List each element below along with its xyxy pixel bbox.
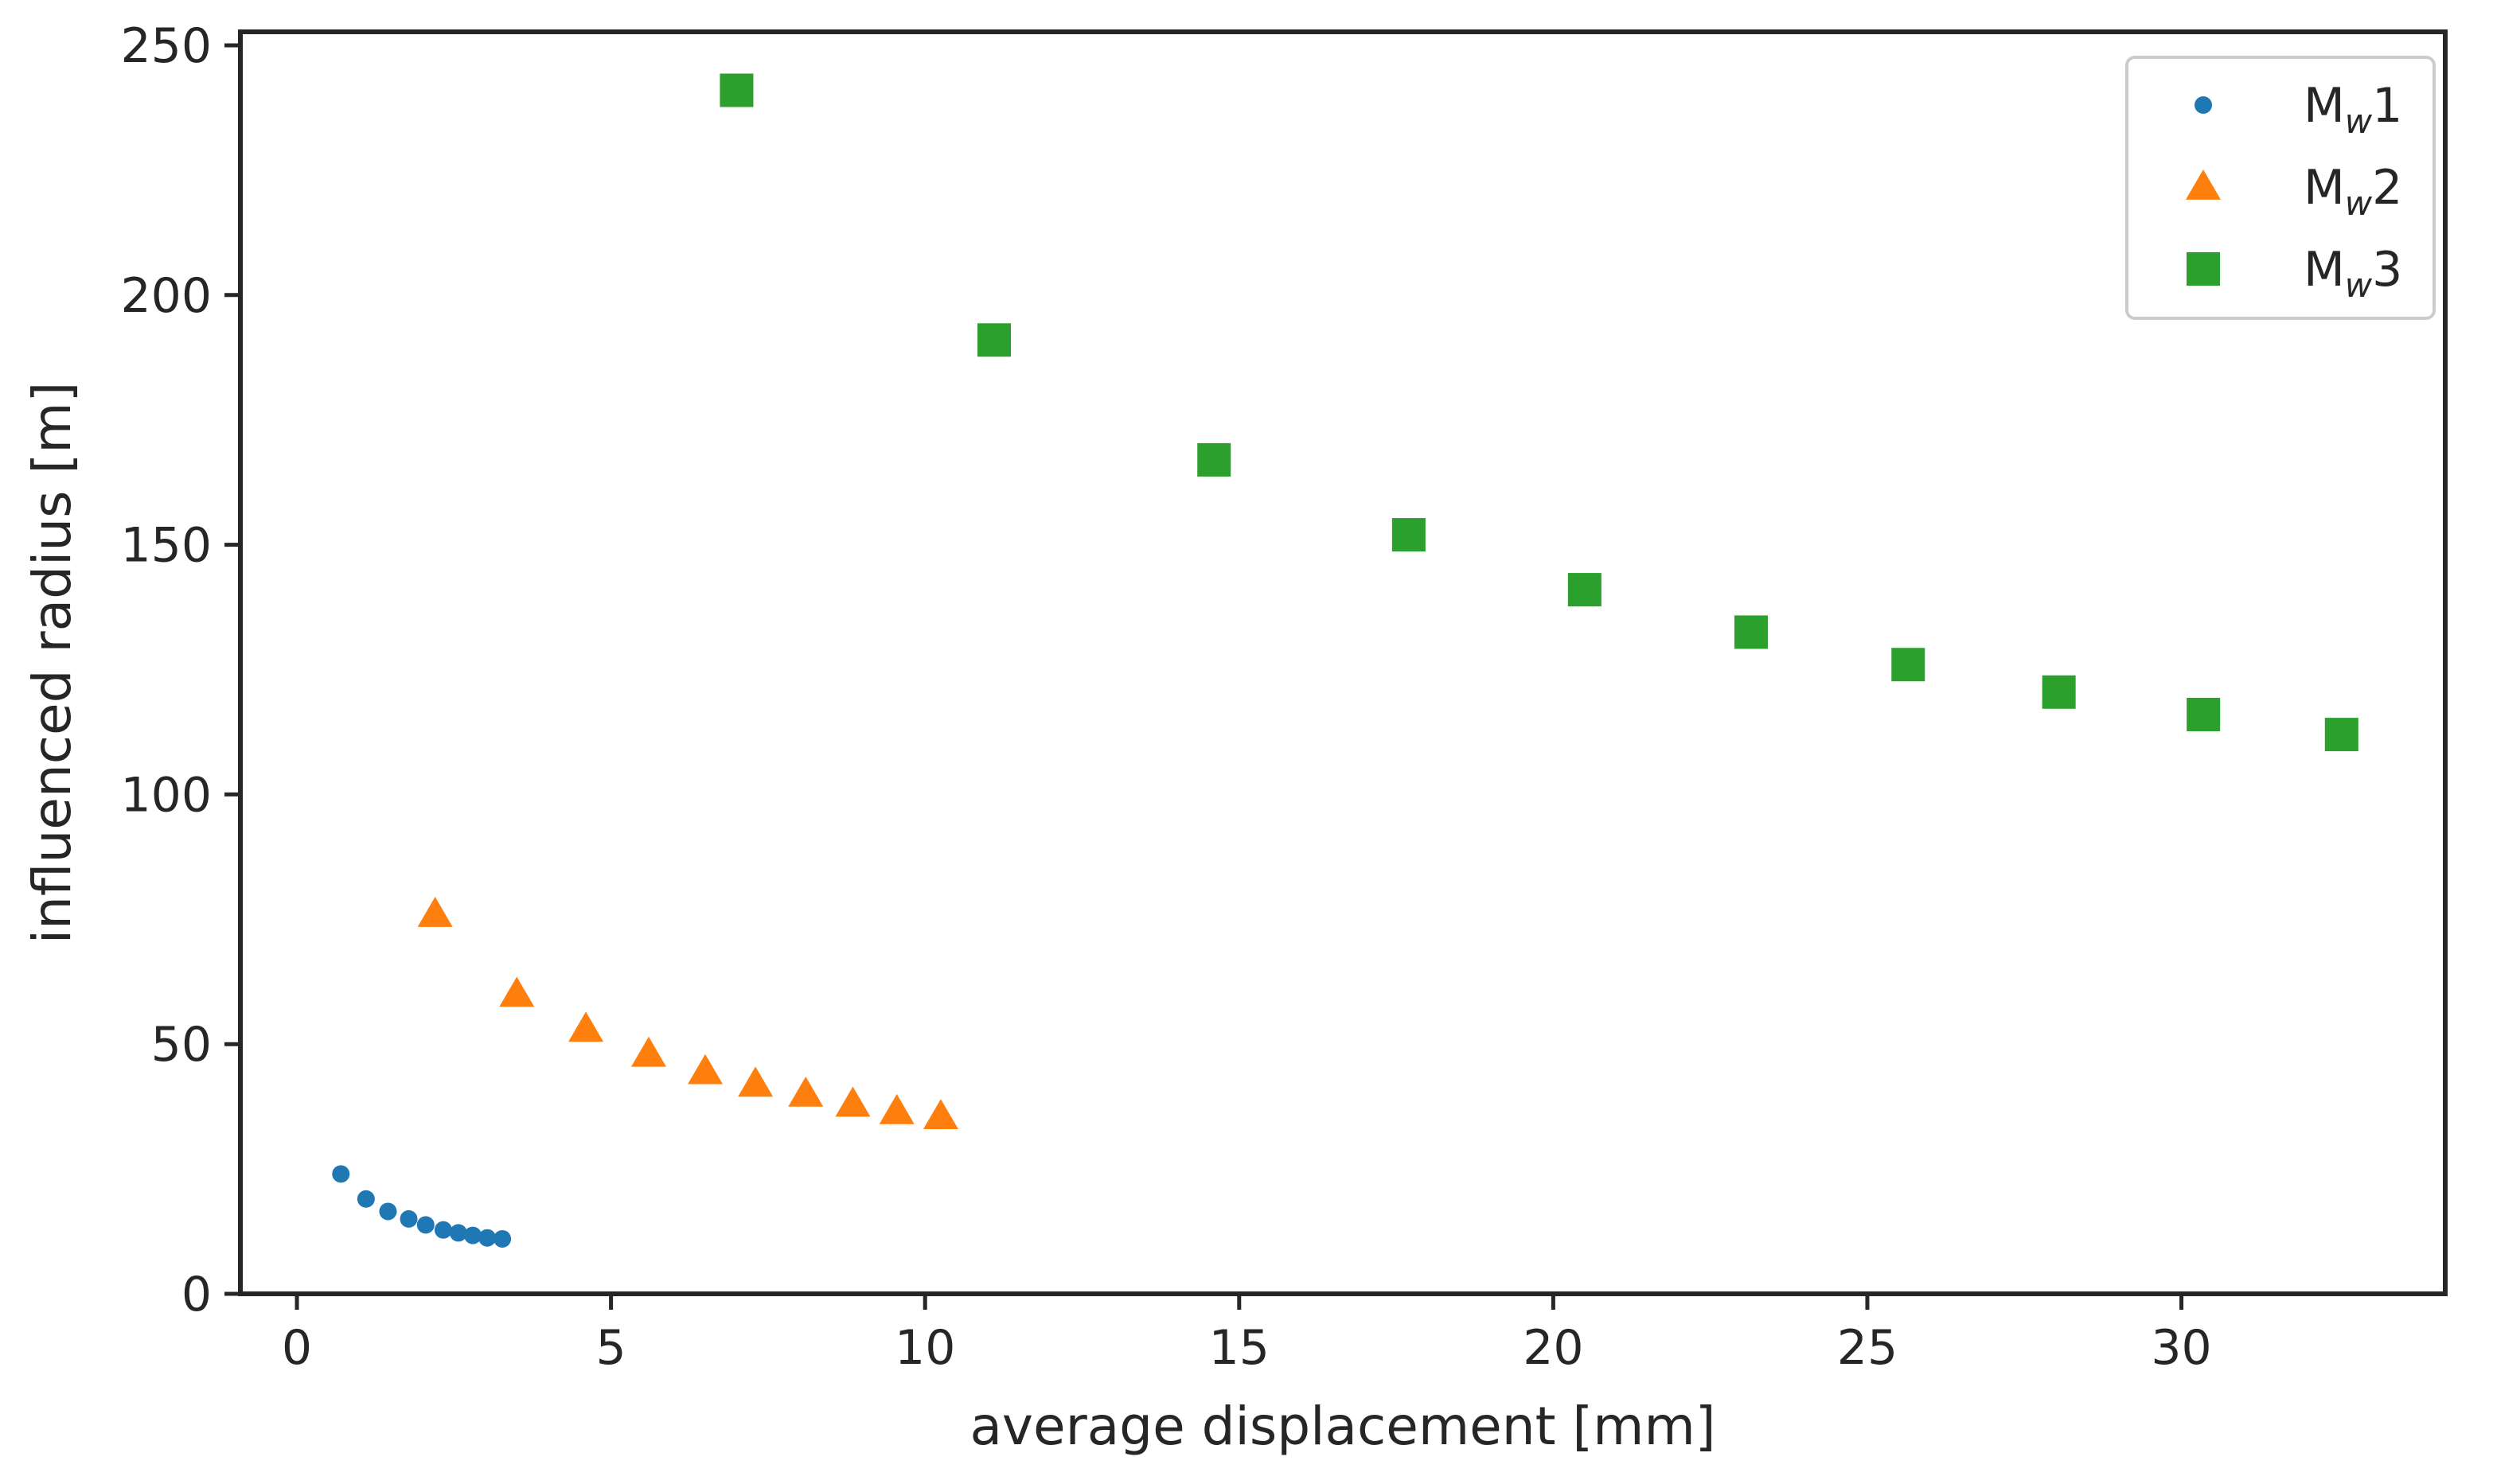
series-1-point (449, 1224, 467, 1242)
series-1-point (463, 1226, 482, 1244)
series-2-point (568, 1011, 604, 1042)
series-3-point (1197, 442, 1231, 477)
legend-entry-2: Mw2 (2186, 160, 2402, 223)
x-tick-label: 15 (1209, 1320, 1270, 1376)
legend-marker (2187, 252, 2220, 286)
x-tick-label: 20 (1523, 1320, 1583, 1376)
legend-label: Mw1 (2304, 78, 2402, 141)
x-axis-ticks: 0 5 10 15 20 25 30 (282, 1294, 2212, 1376)
x-tick-label: 5 (596, 1320, 626, 1376)
y-tick-label: 250 (120, 18, 212, 74)
legend: Mw1 Mw2 Mw3 (2125, 56, 2436, 320)
series-3 (720, 73, 2358, 752)
x-tick-label: 0 (282, 1320, 312, 1376)
series-2-point (417, 897, 453, 927)
y-tick-label: 150 (120, 518, 212, 574)
series-1-point (416, 1216, 435, 1234)
series-2-point (788, 1076, 824, 1107)
x-axis-label: average displacement [mm] (970, 1396, 1715, 1457)
legend-marker (2195, 96, 2212, 114)
series-1-point (357, 1190, 375, 1208)
series-2-point (630, 1036, 666, 1067)
legend-label: Mw2 (2304, 160, 2402, 223)
y-tick-label: 0 (181, 1267, 212, 1322)
y-axis-label: influenced radius [m] (21, 382, 83, 945)
series-3-point (1391, 518, 1426, 552)
plot-frame (238, 29, 2448, 1296)
series-1 (332, 1165, 512, 1248)
series-2-point (879, 1093, 915, 1124)
series-2-point (923, 1099, 958, 1130)
series-1-point (332, 1165, 350, 1183)
series-3-point (1567, 573, 1602, 607)
series-3-point (2324, 718, 2358, 752)
legend-entries: Mw1 Mw2 Mw3 (2186, 78, 2402, 305)
x-tick-label: 30 (2151, 1320, 2211, 1376)
series-1-point (400, 1209, 418, 1228)
y-tick-label: 100 (120, 767, 212, 823)
x-tick-label: 10 (895, 1320, 955, 1376)
legend-entry-1: Mw1 (2195, 78, 2402, 141)
y-tick-label: 50 (151, 1017, 212, 1073)
data-marks (332, 73, 2358, 1248)
series-2 (417, 897, 958, 1130)
series-1-point (434, 1221, 452, 1239)
series-2-point (738, 1066, 774, 1097)
legend-entry-3: Mw3 (2187, 242, 2402, 305)
series-2-point (499, 976, 535, 1007)
series-3-point (1891, 648, 1925, 682)
series-3-point (2187, 697, 2221, 731)
y-axis-ticks: 0 50 100 150 200 250 (120, 18, 240, 1322)
series-2-point (835, 1086, 871, 1117)
series-3-point (2042, 675, 2076, 709)
series-3-point (977, 323, 1012, 357)
legend-label: Mw3 (2304, 242, 2402, 305)
legend-marker (2186, 169, 2221, 200)
x-tick-label: 25 (1837, 1320, 1898, 1376)
series-1-point (379, 1202, 397, 1221)
series-2-point (687, 1054, 723, 1085)
series-3-point (1734, 615, 1768, 649)
y-tick-label: 200 (120, 268, 212, 324)
series-1-point (478, 1229, 497, 1247)
series-1-point (494, 1229, 512, 1248)
series-3-point (720, 73, 754, 107)
